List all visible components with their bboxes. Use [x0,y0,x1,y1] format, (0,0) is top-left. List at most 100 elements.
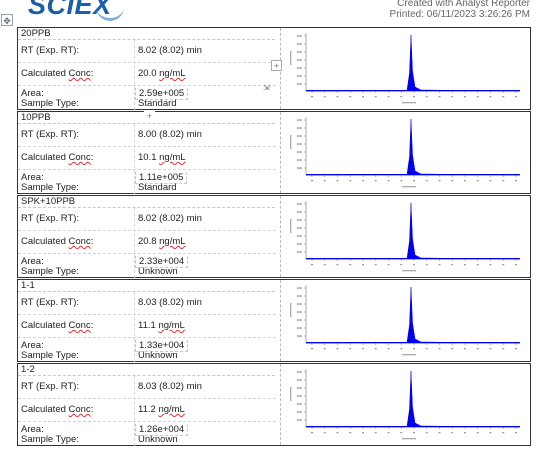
sciex-logo: SCIEX [28,0,112,20]
x-tick-label [349,264,352,266]
chromatogram-svg [290,201,521,272]
x-tick-label [413,180,415,182]
x-tick-label [464,348,466,350]
y-tick-label [297,143,302,145]
sample-type-label: Sample Type: [21,434,79,445]
x-tick-label [413,96,415,98]
sample-info: 1-2 RT (Exp. RT): 8.03 (8.02) min Calcul… [18,364,281,446]
row-divider [18,230,276,231]
area-value: 1.26e+004 [135,424,189,436]
x-tick-label [489,180,492,182]
y-tick-label [297,159,302,161]
area-value: 1.33e+004 [135,340,189,352]
x-tick-label [502,264,505,266]
y-tick-label [297,167,302,169]
x-tick-label [400,264,403,266]
x-tick-label [374,96,377,98]
chromatogram-plot [284,365,527,444]
y-axis-title [290,303,292,317]
x-tick-label [323,264,326,266]
conc-label-prefix: Calculated [21,236,69,247]
conc-number: 10.1 [138,152,157,163]
y-tick-label [297,395,302,397]
x-tick-label [451,180,454,182]
x-tick-label [311,180,313,182]
area-value: 2.33e+004 [135,256,189,268]
x-tick-label [515,432,517,434]
table-move-handle[interactable]: ✥ [1,14,13,26]
rt-label: RT (Exp. RT): [21,381,80,392]
rt-value: 8.03 (8.02) min [138,297,202,308]
x-axis-title [402,186,416,188]
x-tick-label [336,96,339,98]
conc-number: 11.1 [138,320,156,331]
y-tick-label [297,295,302,297]
logo-arc-decoration [96,0,124,21]
y-tick-label [297,387,302,389]
x-tick-label [438,348,441,350]
x-tick-label [489,432,492,434]
x-tick-label [464,180,466,182]
conc-label: Calculated Conc: [21,404,93,415]
x-tick-label [349,96,352,98]
y-tick-label [297,227,302,229]
conc-label-prefix: Calculated [21,68,69,79]
x-tick-label [489,264,492,266]
conc-unit: ng/mL [158,320,185,331]
conc-label-word: Conc [68,404,91,415]
y-tick-label [297,335,302,337]
x-tick-label [489,96,492,98]
x-tick-label [476,348,479,350]
x-tick-label [374,432,377,434]
area-value: 1.11e+005 [135,172,188,184]
rt-label: RT (Exp. RT): [21,213,80,224]
chromatogram-svg [290,369,521,440]
plus-handle[interactable]: + [271,60,282,71]
x-tick-label [425,96,428,98]
table-resize-marker[interactable]: ⇲ [263,83,270,92]
sample-type-label: Sample Type: [21,98,79,109]
x-axis-title [402,270,416,272]
row-divider [18,85,276,86]
sample-type-value: Standard [138,98,177,109]
sample-type-value: Unknown [138,434,178,445]
x-tick-label [515,348,517,350]
x-tick-label [311,96,313,98]
x-tick-label [438,264,441,266]
area-label: Area: [21,88,44,99]
conc-number: 20.0 [138,68,157,79]
x-tick-label [323,180,326,182]
conc-label: Calculated Conc: [21,152,93,163]
y-tick-label [297,59,302,61]
sample-type-label: Sample Type: [21,182,79,193]
x-axis-title [402,438,416,440]
x-tick-label [425,348,428,350]
conc-label: Calculated Conc: [21,320,93,331]
y-tick-label [297,303,302,305]
peak-shape [305,370,521,428]
conc-label-word: Conc [68,320,91,331]
x-tick-label [413,432,415,434]
sample-type-value: Unknown [138,350,178,361]
conc-label-prefix: Calculated [21,404,69,415]
x-tick-label [311,348,313,350]
x-tick-label [400,432,403,434]
row-divider [18,337,276,338]
x-tick-label [438,180,441,182]
chromatogram-plot [284,113,527,192]
x-tick-label [476,264,479,266]
y-tick-label [297,327,302,329]
sample-block: 1-1 RT (Exp. RT): 8.03 (8.02) min Calcul… [17,279,531,362]
conc-value: 10.1 ng/mL [138,152,186,163]
x-axis-title [402,354,416,356]
area-value: 2.59e+005 [135,88,189,100]
x-tick-label [387,348,390,350]
insert-row-plus[interactable]: + [144,111,155,122]
x-tick-label [476,96,479,98]
sample-info: 1-1 RT (Exp. RT): 8.03 (8.02) min Calcul… [18,280,281,362]
conc-number: 20.8 [138,236,157,247]
row-divider [18,398,276,399]
conc-value: 11.2 ng/mL [138,404,185,415]
x-tick-label [349,180,352,182]
y-tick-label [297,67,302,69]
